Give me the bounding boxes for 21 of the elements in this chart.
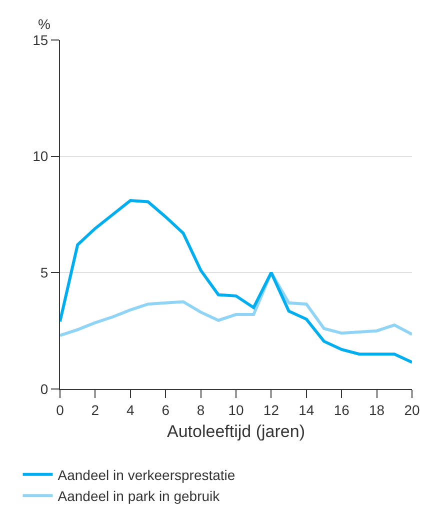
x-tick-label: 8	[196, 402, 205, 418]
x-tick-label: 12	[263, 402, 280, 418]
x-tick-label: 10	[228, 402, 244, 418]
legend-label: Aandeel in park in gebruik	[58, 488, 221, 504]
x-tick-label: 6	[162, 402, 170, 418]
line-series	[60, 271, 412, 337]
x-axis-title: Autoleeftijd (jaren)	[167, 422, 305, 442]
x-tick-label: 4	[126, 402, 134, 418]
y-tick-label: 5	[40, 264, 48, 281]
y-tick-label: 15	[32, 32, 48, 48]
x-tick-label: 14	[298, 402, 314, 418]
y-tick-label: 0	[40, 380, 48, 397]
line-series	[60, 199, 412, 364]
x-tick-label: 20	[404, 402, 420, 418]
y-axis-title: %	[38, 16, 50, 32]
y-tick-label: 10	[32, 148, 48, 164]
x-tick-label: 0	[56, 402, 64, 418]
legend-label: Aandeel in verkeersprestatie	[58, 466, 236, 483]
x-tick-label: 2	[91, 402, 100, 418]
x-tick-label: 18	[369, 402, 385, 418]
x-tick-label: 16	[334, 402, 350, 418]
